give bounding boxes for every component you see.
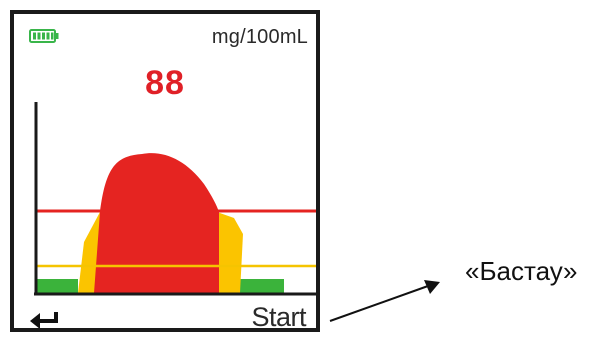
battery-full-icon [29, 29, 59, 43]
device-screen: mg/100mL 88 Start [10, 10, 320, 332]
callout-label: «Бастау» [465, 256, 578, 286]
back-arrow-icon[interactable] [28, 306, 64, 332]
baseline-right-block [240, 279, 284, 293]
profile-peak [94, 153, 219, 293]
unit-label: mg/100mL [211, 26, 308, 48]
breath-profile-graph [34, 102, 316, 296]
callout-arrow [329, 280, 440, 322]
profile-edge-right [217, 212, 243, 293]
profile-edge-left [78, 212, 100, 293]
breath-alcohol-reading: 88 [145, 64, 185, 102]
start-softkey-label[interactable]: Start [251, 302, 306, 332]
baseline-left-block [36, 279, 78, 293]
